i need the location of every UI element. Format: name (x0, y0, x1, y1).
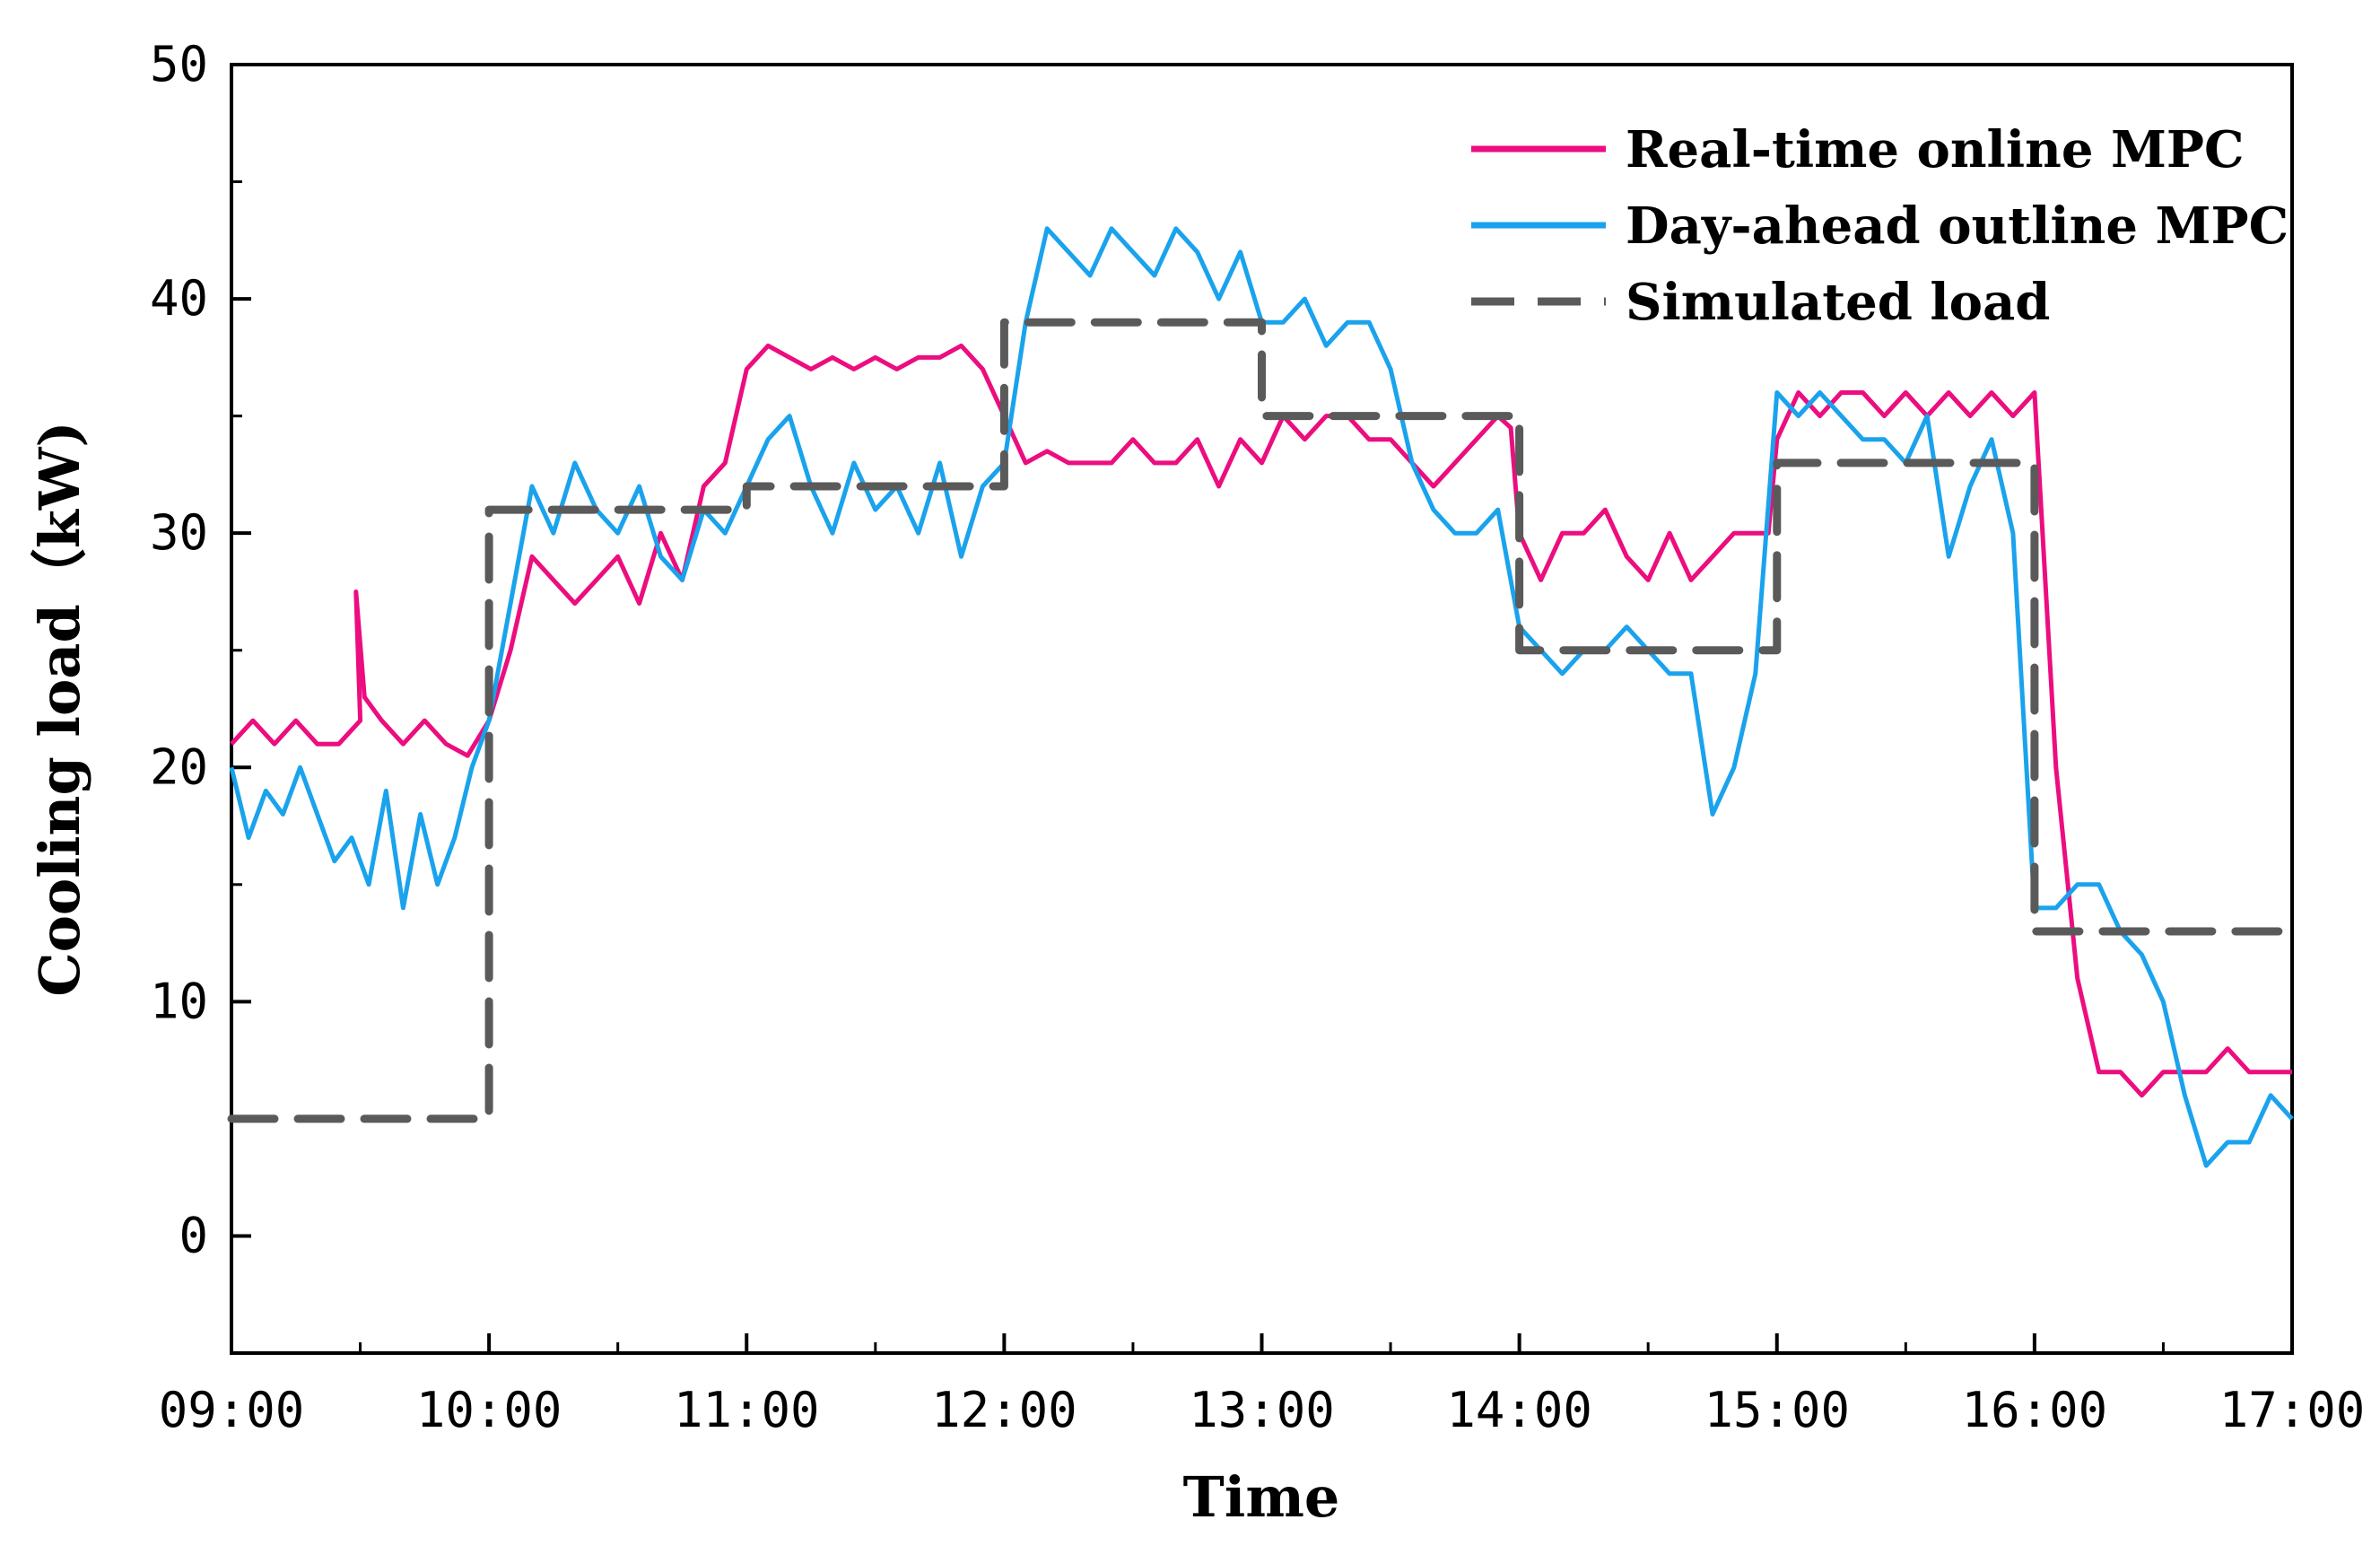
y-axis-title: Cooling load（kW) (27, 421, 92, 997)
series-day-ahead-outline-mpc (229, 226, 2294, 1168)
axis-ticks (230, 63, 2294, 1355)
x-tick-label: 14:00 (1446, 1382, 1592, 1438)
legend-label: Real-time online MPC (1626, 120, 2245, 179)
x-tick-label: 09:00 (159, 1382, 305, 1438)
x-tick-label: 15:00 (1704, 1382, 1850, 1438)
x-axis-title: Time (1183, 1464, 1340, 1530)
series-real-time-online-mpc (230, 343, 2292, 1098)
x-tick-label: 17:00 (2219, 1382, 2366, 1438)
y-tick-label: 20 (150, 738, 208, 795)
legend: Real-time online MPC Day-ahead outline MP… (1471, 120, 2288, 332)
y-tick-labels: 0 10 20 30 40 50 (150, 36, 208, 1263)
series-simulated-load (227, 318, 2297, 1123)
legend-label: Day-ahead outline MPC (1626, 197, 2288, 256)
x-tick-label: 10:00 (416, 1382, 562, 1438)
series-layer (227, 226, 2297, 1168)
y-tick-label: 30 (150, 504, 208, 561)
x-tick-label: 12:00 (931, 1382, 1077, 1438)
x-tick-labels: 09:00 10:00 11:00 12:00 13:00 14:00 15:00 16:00… (159, 1382, 2366, 1438)
y-tick-label: 40 (150, 270, 208, 327)
y-tick-label: 0 (179, 1207, 208, 1263)
y-tick-label: 50 (150, 36, 208, 92)
x-tick-label: 16:00 (1962, 1382, 2108, 1438)
x-tick-label: 13:00 (1189, 1382, 1335, 1438)
x-tick-label: 11:00 (674, 1382, 820, 1438)
y-tick-label: 10 (150, 973, 208, 1029)
plot-frame (230, 63, 2294, 1355)
legend-label: Simulated load (1626, 273, 2050, 332)
